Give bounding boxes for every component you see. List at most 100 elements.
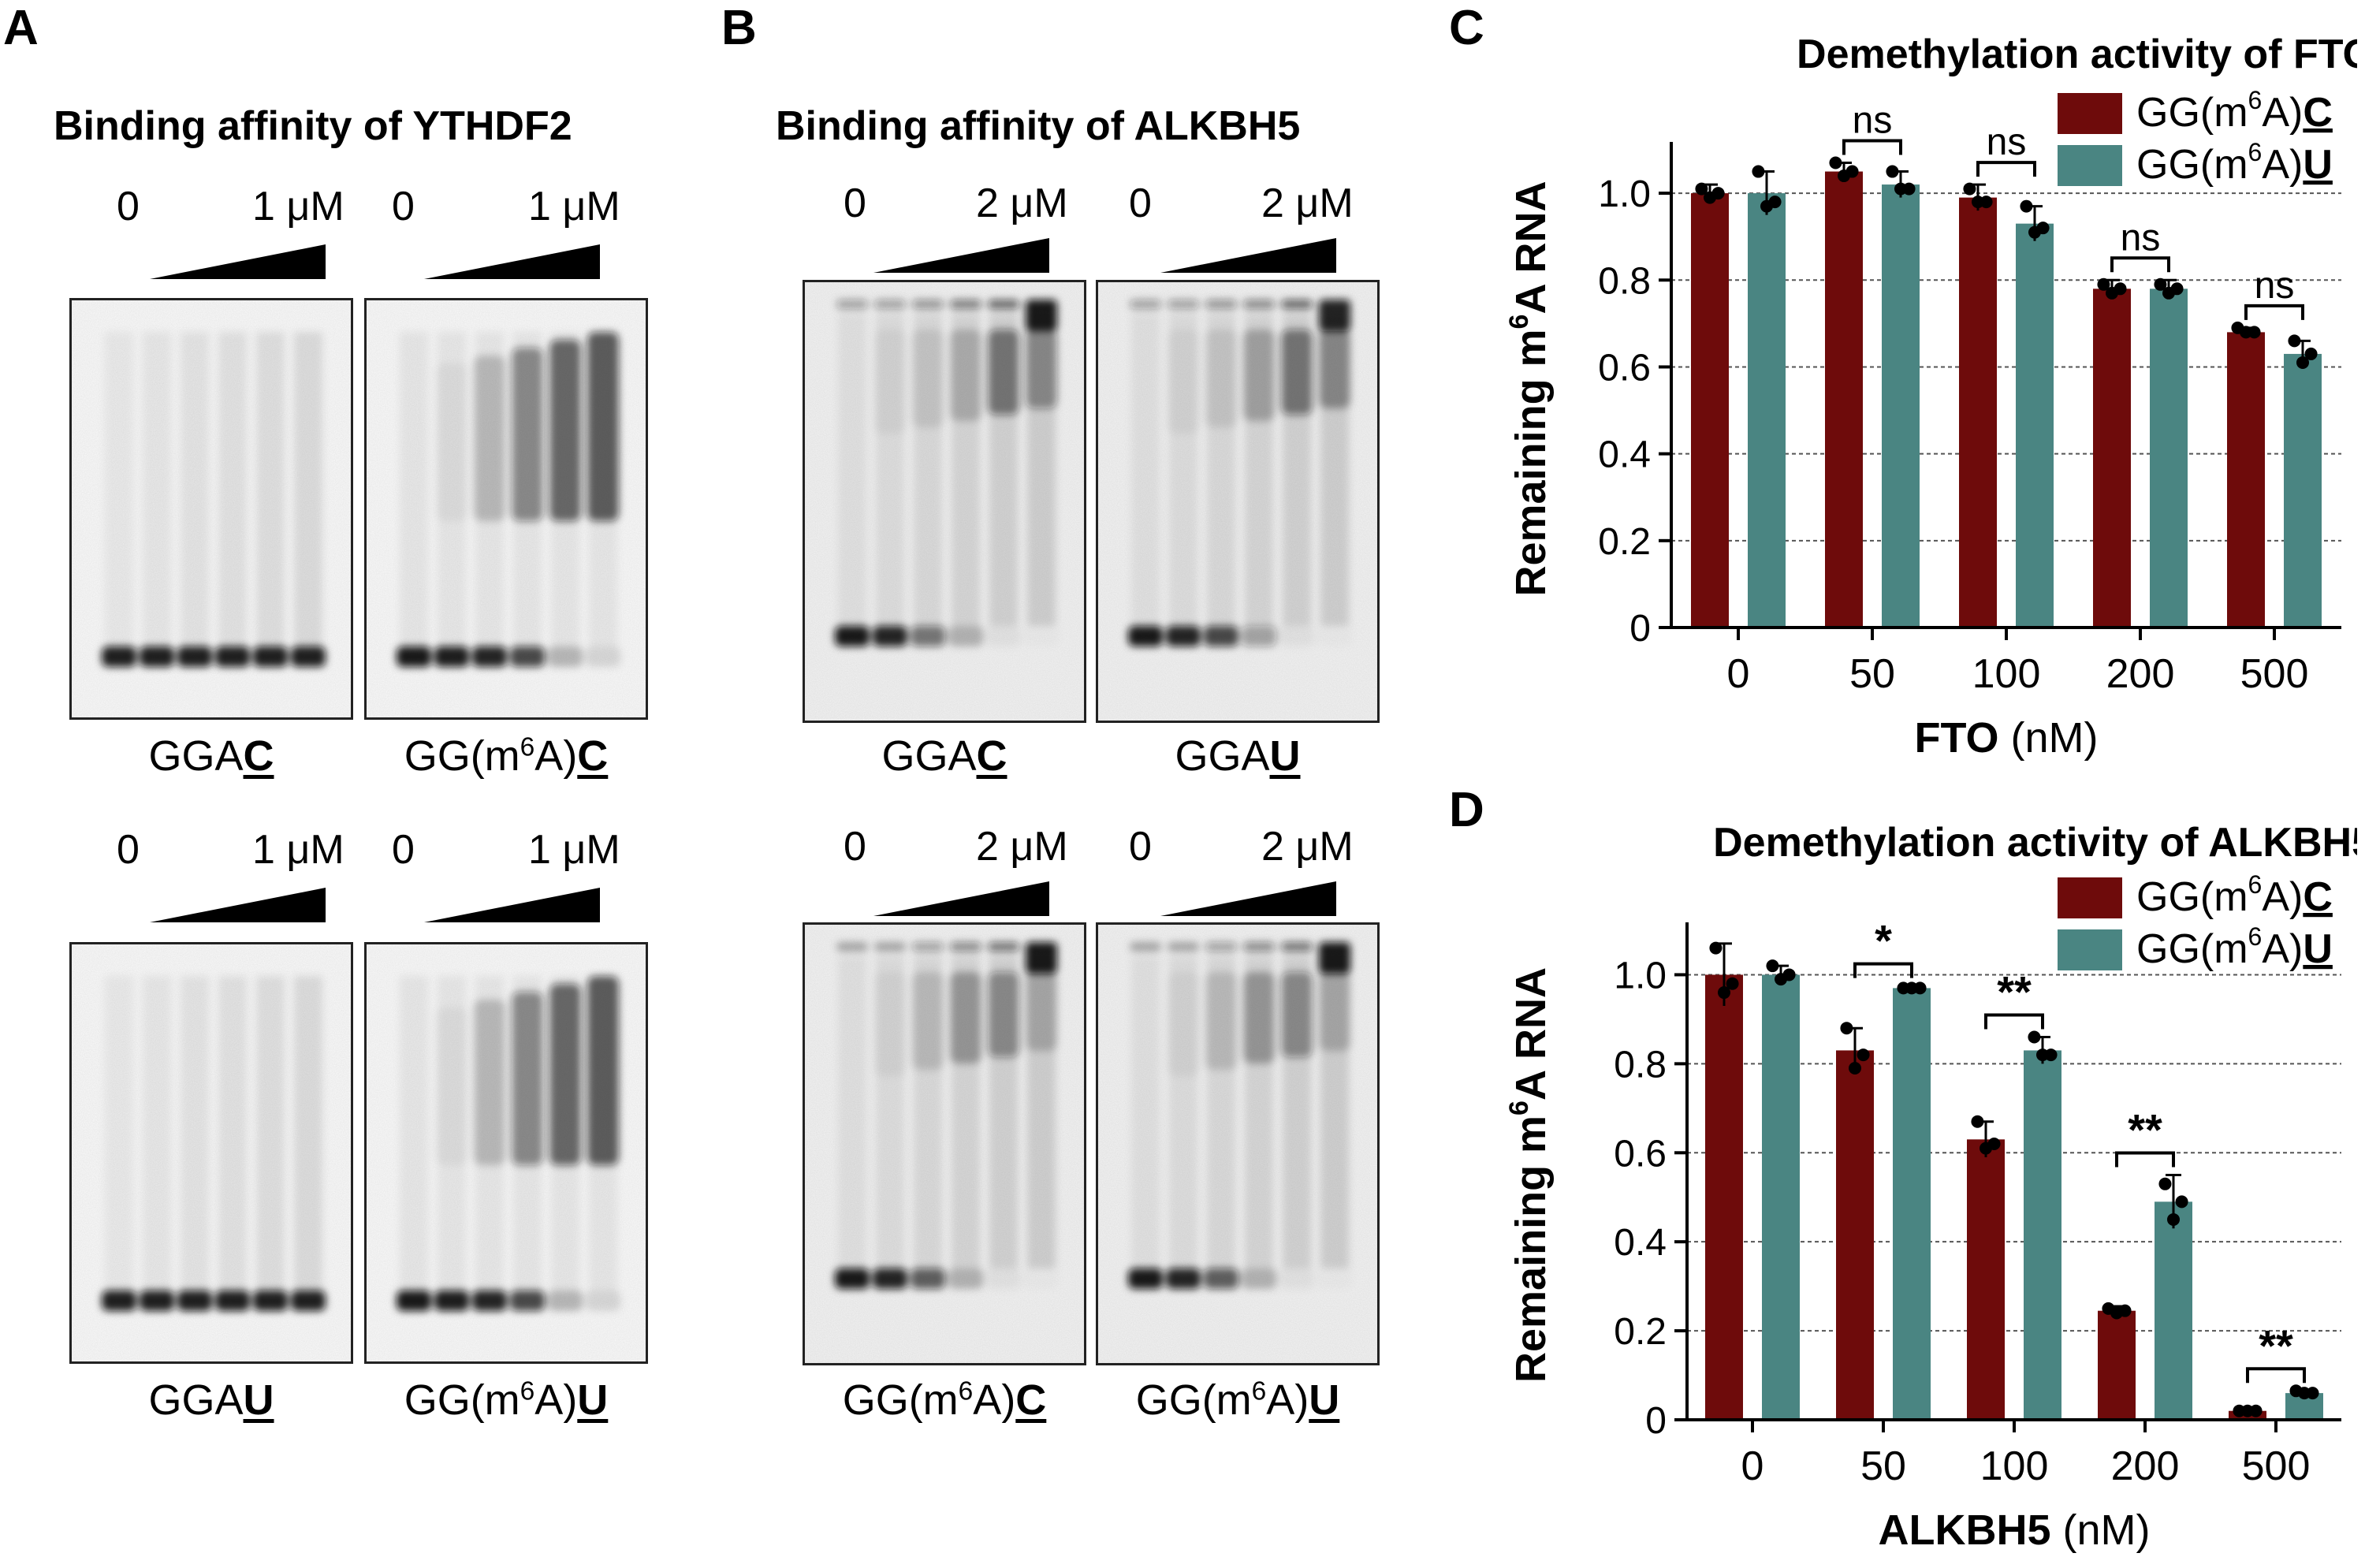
- gel-b2-image: [1098, 282, 1377, 721]
- data-point: [1857, 1048, 1870, 1062]
- y-tick-label: 0.8: [1598, 260, 1651, 302]
- data-point: [2114, 282, 2127, 296]
- gel-b1-image: [805, 282, 1084, 721]
- significance-bracket: [1976, 161, 2036, 177]
- gel-a2: [364, 298, 648, 720]
- significance-bracket: [2246, 1367, 2306, 1384]
- bar-c-100: [1959, 197, 1997, 628]
- gel-a1-conc-high: 1 μM: [252, 184, 345, 229]
- data-point: [2036, 222, 2050, 235]
- panel-letter-b: B: [721, 1, 757, 55]
- gel-b4-label: GG(m6A)U: [1135, 1376, 1340, 1424]
- y-tick-label: 0: [1645, 1400, 1667, 1442]
- gel-b2: [1096, 280, 1380, 723]
- data-point: [1711, 187, 1725, 200]
- gel-b4-conc-low: 0: [1129, 824, 1152, 870]
- y-tick-label: 0.2: [1598, 521, 1651, 563]
- data-point: [2097, 277, 2110, 291]
- data-point: [1709, 941, 1723, 955]
- gel-b1-label: GGAC: [881, 732, 1007, 780]
- gel-a3: [69, 942, 353, 1364]
- data-point: [2118, 1304, 2132, 1317]
- data-point: [1768, 196, 1782, 209]
- bar-c-0: [1691, 193, 1729, 628]
- gel-a4-conc-low: 0: [392, 827, 415, 873]
- x-tick-label: 100: [1972, 651, 2041, 697]
- data-point: [2158, 1177, 2172, 1190]
- data-point: [2044, 1048, 2058, 1062]
- x-tick-label: 50: [1849, 651, 1895, 697]
- legend-label-u: GG(m6A)U: [2136, 922, 2333, 972]
- x-axis-label: FTO (nM): [1915, 714, 2099, 762]
- wedge-b1: [873, 238, 1049, 273]
- data-point: [2248, 326, 2261, 339]
- wedge-b3: [873, 881, 1049, 916]
- x-tick-label: 200: [2111, 1443, 2180, 1489]
- gel-a4: [364, 942, 648, 1364]
- bar-c-200: [2093, 289, 2131, 628]
- data-point: [1902, 182, 1916, 196]
- data-point: [1726, 977, 1739, 990]
- data-point: [1718, 986, 1730, 1000]
- wedge-a4: [424, 888, 600, 922]
- x-tick-label: 0: [1741, 1443, 1764, 1489]
- data-point: [2288, 334, 2301, 348]
- bar-c-500: [2227, 332, 2265, 628]
- data-point: [2306, 1387, 2319, 1400]
- gel-bands: [397, 976, 620, 1311]
- y-tick-label: 0.4: [1598, 434, 1651, 476]
- gel-b1-conc-low: 0: [844, 181, 866, 226]
- bar-u-50: [1893, 988, 1931, 1420]
- chart-title: Demethylation activity of ALKBH5: [1713, 820, 2357, 866]
- bar-c-200: [2098, 1310, 2136, 1420]
- wedge-a3: [150, 888, 326, 922]
- x-tick-label: 100: [1980, 1443, 2049, 1489]
- data-point: [1849, 1062, 1861, 1075]
- gel-b2-label: GGAU: [1175, 732, 1301, 780]
- gel-b4: [1096, 922, 1380, 1365]
- gel-b3-image: [805, 925, 1084, 1363]
- y-tick-label: 0: [1629, 608, 1651, 650]
- data-point: [2167, 1212, 2180, 1226]
- bar-u-100: [2016, 223, 2054, 628]
- significance-label: ns: [2121, 217, 2161, 259]
- gel-a1-image: [72, 300, 351, 717]
- significance-label: **: [1997, 966, 2032, 1016]
- significance-bracket: [1842, 139, 1902, 155]
- gel-a2-image: [367, 300, 646, 717]
- data-point: [1766, 959, 1779, 973]
- bar-u-200: [2155, 1201, 2192, 1420]
- gel-a4-label: GG(m6A)U: [404, 1376, 609, 1424]
- significance-label: **: [2259, 1320, 2293, 1370]
- gel-a2-conc-low: 0: [392, 184, 415, 229]
- bar-u-500: [2284, 353, 2322, 628]
- data-point: [1980, 196, 1993, 209]
- data-point: [2170, 282, 2184, 296]
- significance-label: **: [2128, 1105, 2162, 1155]
- x-tick-label: 0: [1727, 651, 1750, 697]
- y-tick-label: 1.0: [1598, 173, 1651, 215]
- gel-a4-image: [367, 944, 646, 1361]
- significance-label: ns: [1853, 100, 1893, 142]
- gel-bands: [835, 300, 1057, 646]
- y-tick-label: 0.4: [1614, 1222, 1667, 1264]
- data-point: [1695, 182, 1708, 196]
- x-tick-label: 50: [1860, 1443, 1906, 1489]
- data-point: [1971, 1115, 1984, 1128]
- y-tick-label: 0.6: [1614, 1133, 1667, 1175]
- data-point: [2304, 347, 2318, 360]
- gel-b4-conc-high: 2 μM: [1261, 824, 1354, 870]
- bar-u-0: [1762, 974, 1800, 1420]
- gel-b3-conc-low: 0: [844, 824, 866, 870]
- bar-c-50: [1825, 171, 1863, 628]
- gel-bands: [102, 976, 326, 1311]
- legend-swatch-c: [2058, 93, 2122, 134]
- data-point: [1840, 1022, 1853, 1035]
- gel-a3-conc-low: 0: [117, 827, 140, 873]
- data-point: [1886, 165, 1899, 178]
- gel-a4-conc-high: 1 μM: [528, 827, 620, 873]
- bar-c-0: [1705, 974, 1743, 1420]
- gel-a2-label: GG(m6A)C: [404, 732, 609, 780]
- significance-label: *: [1875, 916, 1892, 966]
- wedge-a1: [150, 244, 326, 279]
